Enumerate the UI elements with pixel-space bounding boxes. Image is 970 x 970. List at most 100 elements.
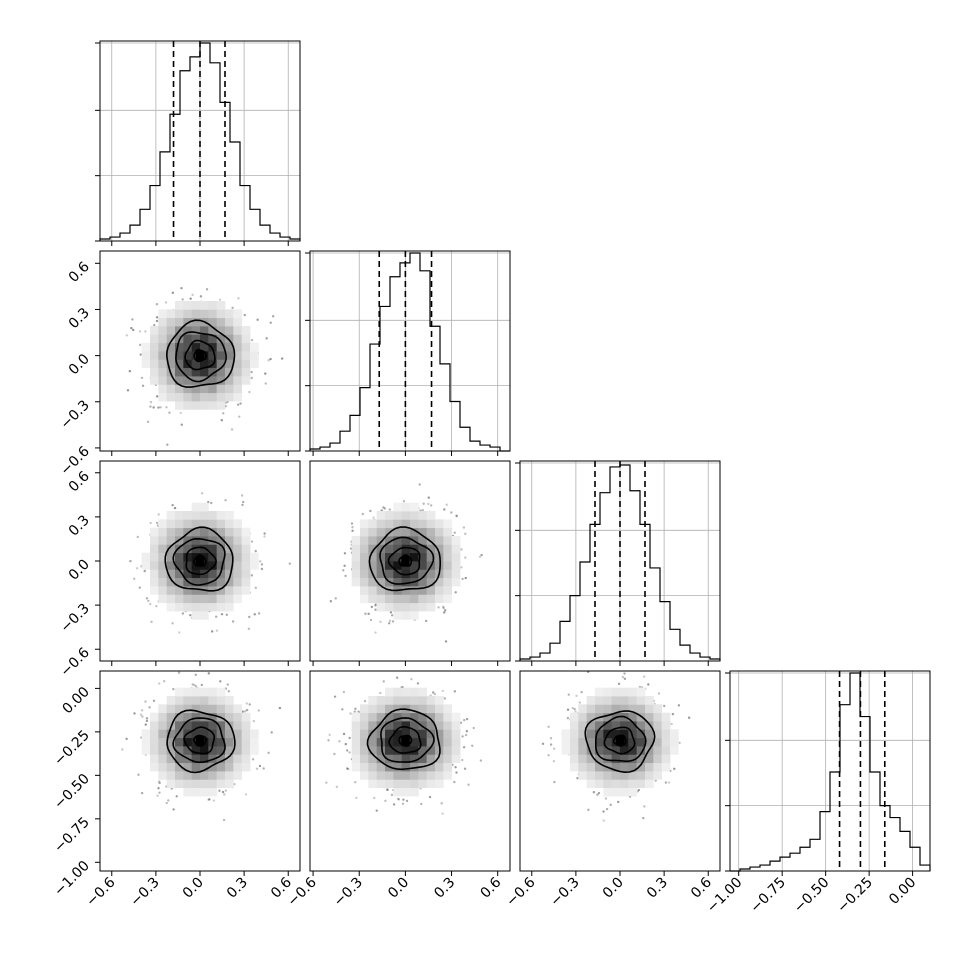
sample-point <box>462 526 466 529</box>
density-cell <box>225 376 234 385</box>
density-cell <box>191 602 201 612</box>
density-cell <box>620 696 629 705</box>
sample-point <box>416 682 420 685</box>
density-cell <box>175 309 184 319</box>
density-cell <box>183 594 193 604</box>
density-cell <box>216 342 226 352</box>
sample-point <box>348 751 351 754</box>
sample-point <box>136 535 139 539</box>
density-cell <box>208 771 218 780</box>
density-cell <box>620 787 629 797</box>
density-cell <box>183 334 193 344</box>
density-cell <box>166 594 176 604</box>
density-peak <box>196 556 204 566</box>
panel-frame <box>309 670 511 872</box>
density-cell <box>401 712 411 722</box>
sample-point <box>345 749 349 752</box>
density-cell <box>200 334 209 344</box>
density-cell <box>141 351 151 360</box>
sample-point <box>254 586 258 589</box>
sample-point <box>347 767 350 771</box>
sample-point <box>155 604 158 608</box>
density-cell <box>645 754 654 764</box>
density-cell <box>200 519 209 529</box>
sample-point <box>549 737 553 740</box>
density-cell <box>191 721 201 730</box>
density-cell <box>216 779 226 789</box>
density-cell <box>661 729 671 739</box>
density-cell <box>191 754 201 764</box>
density-cell <box>620 762 629 772</box>
density-cell <box>351 712 361 722</box>
sample-point <box>363 699 367 703</box>
density-cell <box>368 696 378 705</box>
sample-point <box>145 717 149 720</box>
sample-point <box>263 535 266 538</box>
sample-point <box>152 699 156 703</box>
density-cell <box>200 342 209 352</box>
density-cell <box>426 544 436 554</box>
sample-point <box>149 521 152 525</box>
density-cell <box>611 704 621 714</box>
density-cell <box>175 342 184 352</box>
density-cell <box>175 729 184 739</box>
sample-point <box>224 789 228 792</box>
density-cell <box>351 552 361 562</box>
density-cell <box>376 762 386 772</box>
density-cell <box>225 586 234 595</box>
density-cell <box>586 696 596 705</box>
density-cell <box>418 696 428 705</box>
sample-point <box>248 615 251 619</box>
sample-point <box>387 622 391 625</box>
density-cell <box>393 737 403 747</box>
density-cell <box>200 704 209 714</box>
density-cell <box>183 384 193 394</box>
density-cell <box>628 746 638 755</box>
density-cell <box>216 762 226 772</box>
density-cell <box>225 309 234 319</box>
sample-point <box>386 788 389 791</box>
y-tick-label-3-4: 0.00 <box>59 684 92 717</box>
density-cell <box>393 561 403 570</box>
density-cell <box>158 569 168 579</box>
density-cell <box>578 729 588 739</box>
sample-point <box>396 797 400 800</box>
density-cell <box>241 342 251 352</box>
sample-point <box>153 323 156 327</box>
density-cell <box>216 367 226 377</box>
density-cell <box>200 737 209 747</box>
sample-point <box>342 690 346 694</box>
density-cell <box>175 569 184 579</box>
density-cell <box>150 367 159 377</box>
density-cell <box>628 687 638 697</box>
density-peak <box>196 735 204 746</box>
density-cell <box>418 721 428 730</box>
density-cell <box>175 577 184 587</box>
density-cell <box>401 569 411 579</box>
density-cell <box>653 712 663 722</box>
sample-point <box>248 703 251 706</box>
density-cell <box>401 721 411 730</box>
density-cell <box>595 754 604 764</box>
sample-point <box>278 706 282 710</box>
density-cell <box>661 762 671 772</box>
density-cell <box>376 519 386 529</box>
density-cell <box>351 536 361 545</box>
sample-point <box>245 708 249 712</box>
density-cell <box>393 602 403 612</box>
density-cell <box>393 569 403 579</box>
density-cell <box>410 729 419 739</box>
density-cell <box>426 704 436 714</box>
sample-point <box>479 759 483 762</box>
density-cell <box>216 746 226 755</box>
density-cell <box>216 376 226 385</box>
density-cell <box>410 511 419 520</box>
density-cell <box>150 586 159 595</box>
density-cell <box>191 577 201 587</box>
sample-point <box>373 796 376 800</box>
sample-point <box>638 685 642 689</box>
sample-point <box>353 710 356 713</box>
density-cell <box>225 737 234 747</box>
density-cell <box>653 754 663 764</box>
sample-point <box>389 611 393 614</box>
